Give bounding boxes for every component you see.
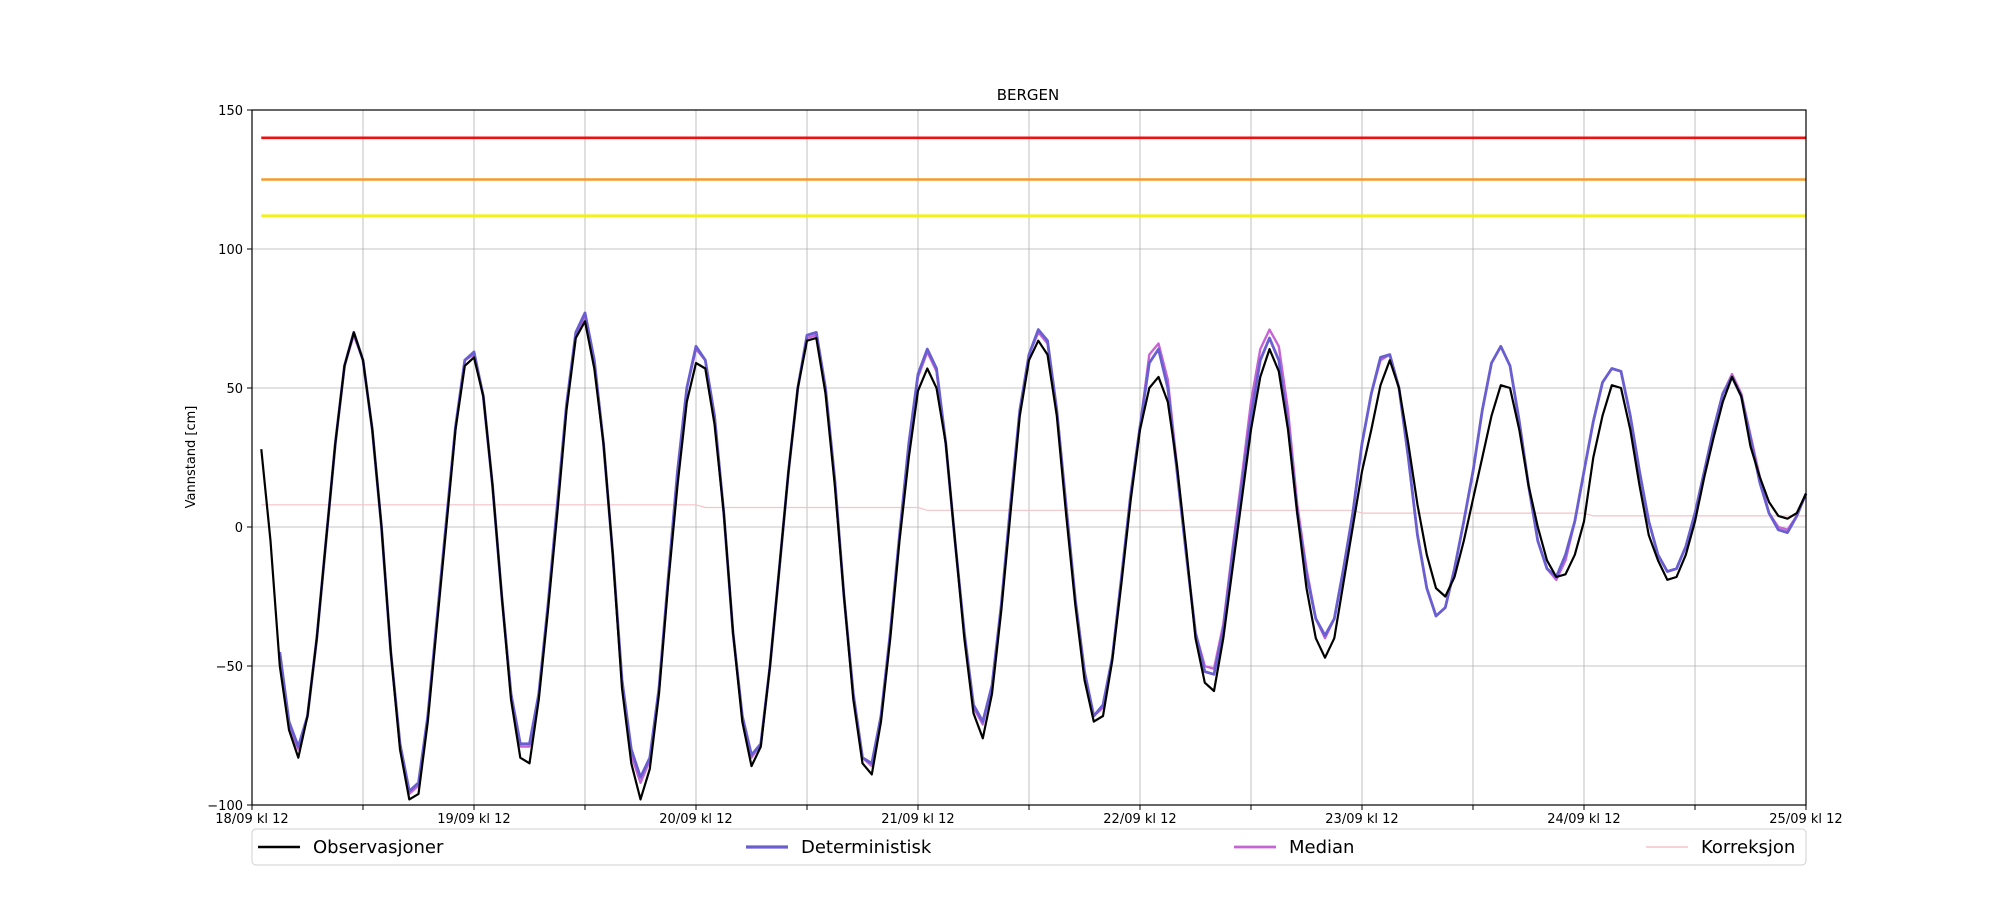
y-tick-label: 100 (218, 243, 243, 258)
x-tick-label: 19/09 kl 12 (437, 812, 510, 827)
legend-box (251, 828, 1807, 866)
legend-entries: Observasjoner Deterministisk Median Korreks… (258, 837, 1795, 858)
x-tick-label: 20/09 kl 12 (659, 812, 732, 827)
series-line-korreksjon (261, 504, 1806, 517)
x-tick-label: 23/09 kl 12 (1325, 812, 1398, 827)
series-line-observasjoner (260, 320, 1807, 801)
y-tick-label: 50 (226, 382, 243, 397)
x-tick-label: 24/09 kl 12 (1547, 812, 1620, 827)
x-axis-ticks: 18/09 kl 12 19/09 kl 12 20/09 kl 12 21/09 k… (215, 805, 1843, 827)
threshold-lines (261, 136, 1806, 217)
y-tick-label: 150 (218, 104, 243, 119)
legend-label: Korreksjon (1701, 837, 1795, 858)
x-tick-label: 18/09 kl 12 (215, 812, 288, 827)
x-tick-label: 22/09 kl 12 (1103, 812, 1176, 827)
legend-label: Deterministisk (801, 837, 932, 858)
legend-label: Observasjoner (313, 837, 444, 858)
series-layer (260, 311, 1808, 801)
y-tick-label: 0 (235, 521, 243, 536)
legend-label: Median (1289, 837, 1354, 858)
chart-title: BERGEN (997, 86, 1060, 104)
series-line-median (278, 314, 1808, 796)
series-line-deterministisk (278, 311, 1808, 793)
legend: Observasjoner Deterministisk Median Korreks… (251, 828, 1807, 866)
y-tick-label: −50 (216, 660, 243, 675)
x-tick-label: 25/09 kl 12 (1769, 812, 1842, 827)
grid (251, 109, 1807, 806)
x-tick-label: 21/09 kl 12 (881, 812, 954, 827)
y-tick-label: −100 (207, 799, 243, 814)
y-axis-label: Vannstand [cm] (184, 406, 199, 509)
y-axis-ticks: −100 −50 0 50 100 150 (207, 104, 252, 814)
